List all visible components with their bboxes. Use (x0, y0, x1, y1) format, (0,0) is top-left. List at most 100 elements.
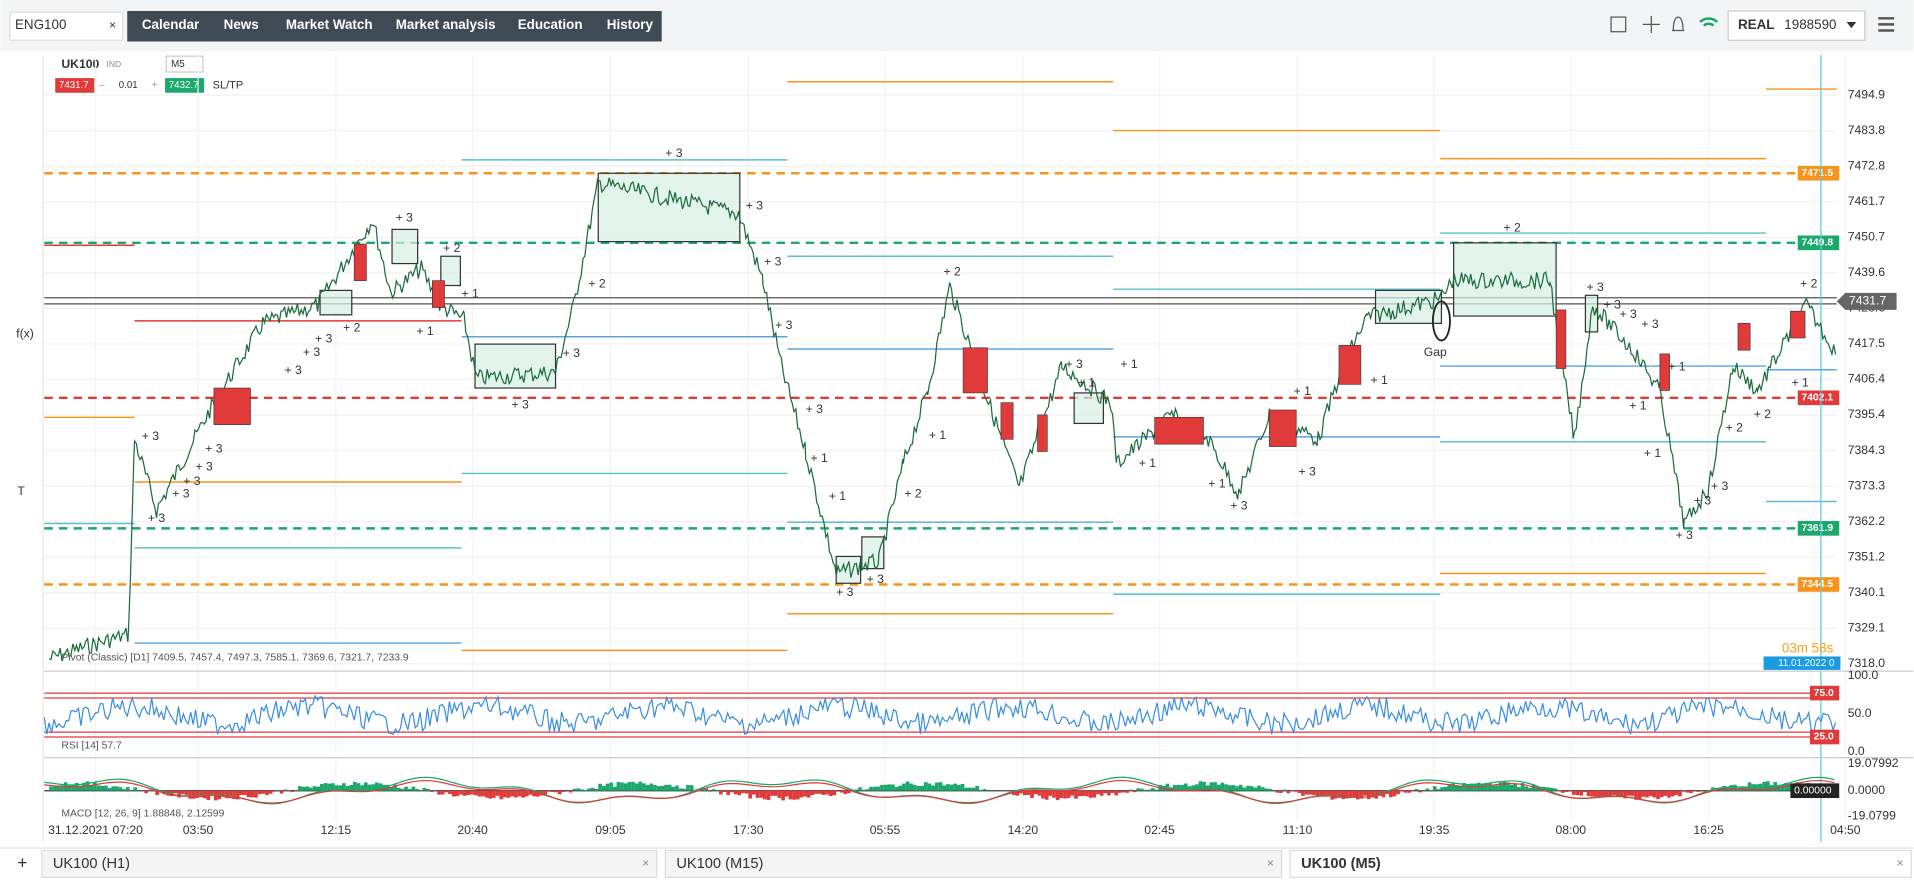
annotation: + 3 (172, 486, 190, 500)
macd-bar (1213, 782, 1217, 791)
macd-bar (1121, 790, 1126, 793)
menu-item[interactable]: History (607, 17, 654, 32)
macd-bar (770, 790, 774, 796)
timeframe-box[interactable] (165, 55, 204, 73)
layout-icon[interactable] (1610, 16, 1627, 33)
annotation: + 3 (396, 211, 414, 225)
rsi-legend: RSI [14] 57.7 (61, 740, 122, 751)
macd-bar (982, 789, 987, 791)
pattern-box (1453, 242, 1557, 317)
macd-bar (360, 785, 364, 791)
big-candle (1790, 310, 1806, 339)
menu-item[interactable]: Market Watch (286, 17, 373, 32)
macd-bar (1593, 790, 1598, 797)
macd-bar (678, 788, 683, 791)
annotation: + 1 (810, 451, 828, 465)
macd-bar (1604, 790, 1609, 797)
macd-bar (250, 790, 255, 798)
bid-box[interactable] (55, 78, 95, 93)
macd-bar (898, 785, 903, 791)
macd-bar (975, 785, 979, 791)
macd-bar (1132, 790, 1137, 793)
macd-bar (1356, 790, 1360, 800)
macd-bar (400, 788, 405, 791)
pattern-box (597, 172, 741, 243)
symbol-tab-close[interactable]: × (109, 18, 116, 32)
pattern-box (1073, 392, 1105, 425)
menu-item[interactable]: Education (518, 17, 583, 32)
macd-bar (1224, 784, 1228, 791)
macd-bar (1663, 790, 1668, 796)
macd-bar (133, 787, 138, 791)
macd-bar (104, 785, 108, 791)
macd-bar (730, 790, 734, 793)
macd-bar (272, 790, 277, 792)
account-box[interactable] (1727, 10, 1866, 41)
volume-minus[interactable]: – (99, 80, 105, 91)
macd-bar (1564, 790, 1569, 792)
time-tick: 16:25 (1693, 823, 1724, 837)
sltp[interactable]: SL/TP (213, 79, 243, 91)
macd-bar (1202, 781, 1206, 791)
macd-bar (1242, 787, 1247, 791)
annotation: + 3 (563, 346, 581, 360)
macd-bar (1744, 786, 1748, 791)
macd-bar (1260, 787, 1265, 791)
price-tick: 7395.4 (1848, 407, 1885, 421)
chart-tab[interactable] (664, 849, 1283, 878)
ask-box[interactable] (165, 78, 205, 93)
macd-bar (155, 790, 159, 796)
macd-bar (411, 786, 416, 791)
macd-bar (232, 790, 236, 799)
macd-bar (1432, 786, 1437, 791)
macd-bar (184, 790, 189, 795)
macd-bar (1762, 781, 1767, 791)
chart-tab[interactable] (1289, 849, 1912, 878)
macd-bar (858, 787, 862, 791)
bell-icon[interactable] (1672, 16, 1685, 32)
macd-bar (1670, 790, 1675, 797)
macd-bar (177, 790, 181, 798)
macd-bar (605, 783, 610, 791)
menu-item[interactable]: News (224, 17, 259, 32)
macd-bar (1674, 790, 1679, 795)
menu-item[interactable]: Calendar (142, 17, 200, 32)
annotation: + 1 (461, 286, 479, 300)
add-tab[interactable]: + (17, 853, 27, 872)
big-candle (1555, 309, 1567, 369)
macd-bar (1524, 786, 1529, 791)
big-candle (431, 280, 445, 308)
macd-bar (594, 788, 599, 791)
macd-bar (913, 785, 917, 791)
text-tool[interactable]: T (17, 484, 25, 498)
menu-item[interactable]: Market analysis (396, 17, 496, 32)
macd-bar (257, 790, 262, 795)
annotation: + 2 (443, 241, 461, 255)
annotation: + 3 (512, 397, 530, 411)
level-label: 7402.1 (1801, 393, 1833, 404)
macd-bar (389, 787, 394, 791)
symbol-tab[interactable] (9, 11, 123, 41)
macd-bar (499, 790, 504, 800)
chart-tab-close[interactable]: × (1267, 856, 1274, 870)
level-label: 7344.5 (1801, 579, 1833, 590)
annotation: Gap (1424, 345, 1447, 359)
fx-tool[interactable]: f(x) (16, 327, 34, 341)
volume-plus[interactable]: + (152, 80, 158, 91)
macd-bar (473, 790, 478, 796)
chart-tab[interactable] (41, 849, 658, 878)
macd-bar (1282, 789, 1287, 791)
macd-bar (396, 787, 401, 791)
trade-icon[interactable] (1642, 15, 1660, 33)
macd-tick: -19.0799 (1848, 809, 1896, 823)
macd-bar (620, 782, 624, 791)
signal-line (44, 779, 1835, 804)
macd-bar (1253, 787, 1258, 791)
hamburger[interactable] (1878, 17, 1895, 32)
account-dropdown[interactable] (1846, 21, 1857, 29)
price-tick: 7406.4 (1848, 372, 1885, 386)
macd-bar (437, 790, 441, 795)
macd-bar (572, 788, 577, 791)
chart-tab-close[interactable]: × (642, 856, 649, 870)
chart-tab-close[interactable]: × (1897, 856, 1904, 870)
